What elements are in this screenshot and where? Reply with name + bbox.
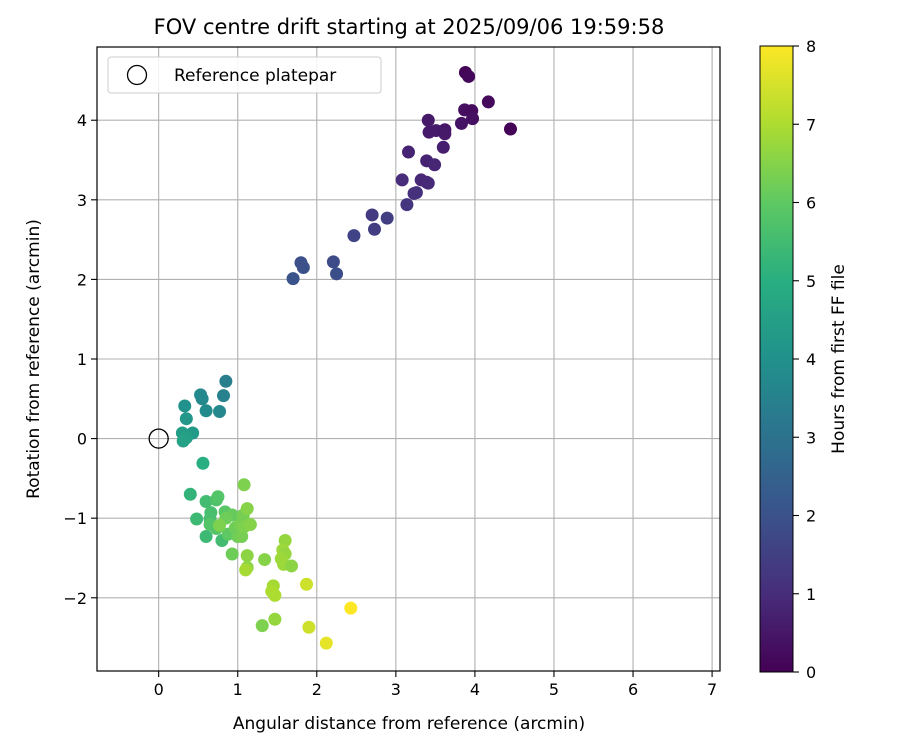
x-tick-label: 7 [707, 680, 717, 699]
data-point [344, 601, 358, 615]
data-point [409, 186, 423, 200]
legend-entry-label: Reference platepar [174, 66, 336, 86]
data-point [178, 399, 192, 413]
data-point [176, 434, 190, 448]
data-point [300, 577, 314, 591]
data-point [368, 222, 382, 236]
data-point [296, 260, 310, 274]
data-point [402, 145, 415, 159]
data-point [438, 127, 452, 141]
data-point [421, 176, 435, 190]
data-point [237, 478, 251, 492]
data-points [175, 65, 517, 650]
data-point [219, 374, 233, 388]
colorbar-tick-label: 2 [806, 507, 816, 526]
data-point [239, 563, 253, 577]
colorbar-tick-label: 4 [806, 350, 816, 369]
data-point [225, 547, 239, 561]
data-point [380, 211, 394, 225]
data-point [243, 518, 257, 532]
y-tick-label: 3 [77, 191, 87, 210]
data-point [268, 588, 282, 602]
colorbar-tick-label: 8 [806, 37, 816, 56]
y-tick-label: 0 [77, 430, 87, 449]
y-tick-label: 1 [77, 350, 87, 369]
data-point [213, 518, 227, 532]
colorbar-ticks: 0 1 2 3 4 5 6 7 8 [793, 37, 816, 682]
data-point [330, 267, 344, 281]
axis-ticks: 0 1 2 3 4 5 6 7 −2 −1 0 1 2 3 4 [63, 111, 717, 699]
chart-title: FOV centre drift starting at 2025/09/06 … [154, 15, 665, 39]
x-tick-label: 6 [628, 680, 638, 699]
x-tick-label: 5 [549, 680, 559, 699]
data-point [302, 620, 316, 634]
data-point [428, 158, 442, 172]
data-point [255, 619, 269, 633]
data-point [196, 456, 210, 470]
data-point [395, 173, 409, 187]
y-tick-label: 4 [77, 111, 87, 130]
data-point [326, 255, 340, 269]
x-tick-label: 1 [233, 680, 243, 699]
colorbar [759, 45, 794, 673]
data-point [268, 612, 282, 626]
colorbar-tick-label: 5 [806, 272, 816, 291]
data-point [400, 198, 414, 212]
y-axis-label: Rotation from reference (arcmin) [24, 219, 44, 499]
data-point [286, 272, 300, 286]
data-point [199, 404, 213, 418]
data-point [216, 389, 230, 403]
legend: Reference platepar [107, 56, 382, 94]
x-tick-label: 0 [154, 680, 164, 699]
x-tick-label: 4 [470, 680, 480, 699]
data-point [319, 636, 333, 650]
data-point [436, 140, 450, 154]
x-axis-label: Angular distance from reference (arcmin) [233, 714, 585, 734]
data-point [454, 116, 468, 130]
plot-frame [96, 46, 721, 672]
data-point [258, 553, 272, 567]
colorbar-tick-label: 0 [806, 663, 816, 682]
colorbar-label: Hours from first FF file [829, 264, 849, 454]
data-point [347, 229, 361, 243]
data-point [183, 487, 197, 501]
data-point [240, 502, 254, 516]
reference-point [148, 428, 169, 449]
legend-box [107, 56, 382, 94]
data-point [481, 95, 495, 109]
data-point [466, 112, 480, 126]
data-point [195, 392, 209, 406]
y-tick-label: −1 [63, 509, 87, 528]
data-point [421, 113, 435, 127]
colorbar-tick-label: 6 [806, 194, 816, 213]
y-tick-label: 2 [77, 270, 87, 289]
data-point [240, 549, 254, 563]
x-tick-label: 3 [391, 680, 401, 699]
data-point [211, 490, 225, 504]
data-point [190, 512, 204, 526]
data-point [199, 529, 213, 543]
grid-lines [97, 47, 720, 671]
data-point [503, 122, 517, 136]
colorbar-tick-label: 1 [806, 585, 816, 604]
x-tick-label: 2 [312, 680, 322, 699]
colorbar-tick-label: 7 [806, 115, 816, 134]
data-point [284, 559, 298, 573]
data-point [462, 69, 476, 83]
data-point [199, 494, 213, 508]
legend-reference-icon [126, 64, 148, 86]
data-point [213, 405, 227, 419]
y-tick-label: −2 [63, 589, 87, 608]
colorbar-tick-label: 3 [806, 428, 816, 447]
reference-marker [148, 428, 169, 449]
data-point [179, 412, 193, 426]
data-point [365, 208, 379, 222]
